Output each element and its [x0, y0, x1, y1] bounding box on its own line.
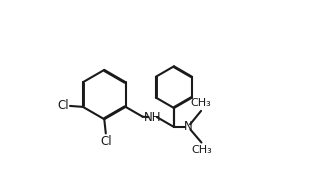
Text: CH₃: CH₃ — [191, 145, 212, 155]
Text: N: N — [184, 121, 193, 134]
Text: NH: NH — [144, 111, 161, 124]
Text: Cl: Cl — [100, 135, 112, 148]
Text: CH₃: CH₃ — [191, 98, 212, 108]
Text: Cl: Cl — [57, 100, 69, 112]
